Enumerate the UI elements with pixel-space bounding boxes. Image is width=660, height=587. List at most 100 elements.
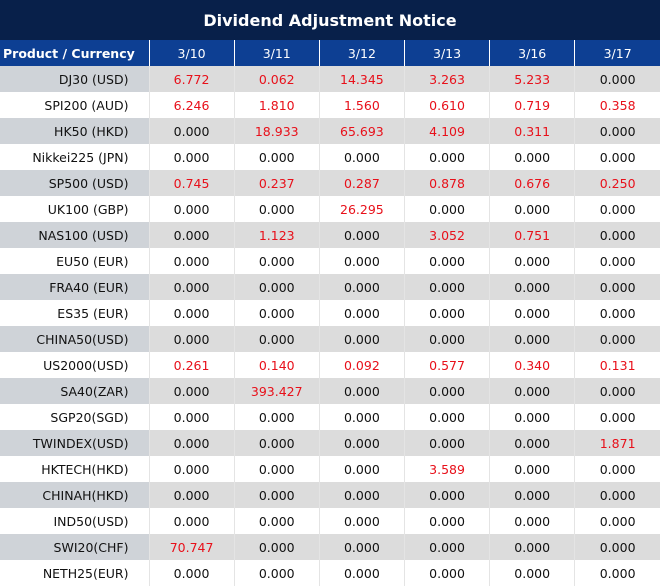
value-cell: 0.000 <box>574 118 660 144</box>
product-cell: NAS100 (USD) <box>0 222 149 248</box>
value-cell: 0.000 <box>148 248 235 274</box>
value-cell: 0.000 <box>233 534 320 560</box>
product-cell: FRA40 (EUR) <box>0 274 149 300</box>
value-cell: 0.062 <box>233 66 320 92</box>
product-cell: SPI200 (AUD) <box>44 97 129 113</box>
value-cell: 4.109 <box>403 118 490 144</box>
value-cell: 0.000 <box>403 430 490 456</box>
value-cell: 0.000 <box>574 222 660 248</box>
product-cell: TWINDEX(USD) <box>0 430 149 456</box>
value-cell: 0.000 <box>318 326 405 352</box>
value-cell: 0.000 <box>489 144 575 170</box>
value-cell: 0.000 <box>574 508 660 534</box>
value-cell: 0.000 <box>574 534 660 560</box>
value-cell: 0.000 <box>403 248 490 274</box>
value-cell: 14.345 <box>318 66 405 92</box>
value-cell: 0.000 <box>403 404 490 430</box>
product-cell: Nikkei225 (JPN) <box>32 149 129 165</box>
value-cell: 0.000 <box>148 404 235 430</box>
column-header-date: 3/16 <box>489 40 575 66</box>
value-cell: 0.000 <box>233 274 320 300</box>
value-cell: 6.772 <box>148 66 235 92</box>
value-cell: 0.237 <box>233 170 320 196</box>
value-cell: 5.233 <box>489 66 575 92</box>
value-cell: 0.000 <box>489 378 575 404</box>
column-header-date: 3/17 <box>574 40 660 66</box>
value-cell: 0.000 <box>403 534 490 560</box>
value-cell: 6.246 <box>148 92 235 118</box>
table-row: SGP20(SGD) 0.000 0.000 0.000 0.000 0.000 0.000 <box>0 404 660 430</box>
value-cell: 0.092 <box>318 352 405 378</box>
table-row: HK50 (HKD) 0.000 18.933 65.693 4.109 0.311 0.0… <box>0 118 660 144</box>
value-cell: 3.052 <box>403 222 490 248</box>
header-row: Product / Currency 3/10 3/11 3/12 3/13 3/16 3/… <box>0 40 660 66</box>
value-cell: 0.000 <box>489 248 575 274</box>
value-cell: 0.000 <box>403 482 490 508</box>
value-cell: 0.287 <box>318 170 405 196</box>
value-cell: 0.000 <box>574 456 660 482</box>
value-cell: 3.589 <box>403 456 490 482</box>
value-cell: 0.000 <box>574 378 660 404</box>
value-cell: 0.000 <box>148 456 235 482</box>
value-cell: 0.577 <box>403 352 490 378</box>
value-cell: 0.140 <box>233 352 320 378</box>
value-cell: 0.000 <box>148 196 235 222</box>
product-cell: IND50(USD) <box>53 513 129 529</box>
table-row: US2000(USD) 0.261 0.140 0.092 0.577 0.340 0.13… <box>0 352 660 378</box>
value-cell: 0.000 <box>318 456 405 482</box>
value-cell: 0.000 <box>148 508 235 534</box>
value-cell: 0.000 <box>403 378 490 404</box>
product-cell: SP500 (USD) <box>0 170 149 196</box>
product-cell: UK100 (GBP) <box>47 201 129 217</box>
value-cell: 0.000 <box>574 66 660 92</box>
value-cell: 0.000 <box>233 196 320 222</box>
value-cell: 0.000 <box>233 404 320 430</box>
value-cell: 1.871 <box>574 430 660 456</box>
value-cell: 0.000 <box>574 248 660 274</box>
value-cell: 0.000 <box>318 274 405 300</box>
value-cell: 0.000 <box>148 222 235 248</box>
value-cell: 0.261 <box>148 352 235 378</box>
value-cell: 18.933 <box>233 118 320 144</box>
value-cell: 0.000 <box>574 144 660 170</box>
value-cell: 0.000 <box>489 456 575 482</box>
value-cell: 0.000 <box>574 196 660 222</box>
value-cell: 0.000 <box>489 508 575 534</box>
value-cell: 0.000 <box>489 326 575 352</box>
table-row: FRA40 (EUR) 0.000 0.000 0.000 0.000 0.000 0.00… <box>0 274 660 300</box>
value-cell: 0.000 <box>489 300 575 326</box>
value-cell: 0.000 <box>403 274 490 300</box>
value-cell: 0.000 <box>403 196 490 222</box>
value-cell: 0.000 <box>318 430 405 456</box>
value-cell: 0.000 <box>233 326 320 352</box>
table-row: UK100 (GBP) 0.000 0.000 26.295 0.000 0.000 0.0… <box>0 196 660 222</box>
value-cell: 0.000 <box>574 560 660 586</box>
value-cell: 393.427 <box>233 378 320 404</box>
table-row: IND50(USD) 0.000 0.000 0.000 0.000 0.000 0.000 <box>0 508 660 534</box>
value-cell: 0.676 <box>489 170 575 196</box>
table-row: SPI200 (AUD) 6.246 1.810 1.560 0.610 0.719 0.3… <box>0 92 660 118</box>
product-cell: DJ30 (USD) <box>0 66 149 92</box>
value-cell: 0.000 <box>233 560 320 586</box>
value-cell: 0.000 <box>403 508 490 534</box>
value-cell: 0.000 <box>148 118 235 144</box>
value-cell: 0.340 <box>489 352 575 378</box>
value-cell: 0.000 <box>148 378 235 404</box>
value-cell: 0.131 <box>574 352 660 378</box>
value-cell: 1.560 <box>318 92 405 118</box>
value-cell: 65.693 <box>318 118 405 144</box>
product-cell: US2000(USD) <box>43 357 129 373</box>
value-cell: 0.610 <box>403 92 490 118</box>
value-cell: 0.000 <box>574 300 660 326</box>
value-cell: 3.263 <box>403 66 490 92</box>
value-cell: 0.000 <box>233 456 320 482</box>
page-title: Dividend Adjustment Notice <box>0 0 660 40</box>
value-cell: 0.358 <box>574 92 660 118</box>
value-cell: 0.000 <box>574 326 660 352</box>
product-cell: HKTECH(HKD) <box>41 461 129 477</box>
value-cell: 0.000 <box>318 378 405 404</box>
value-cell: 0.000 <box>489 274 575 300</box>
value-cell: 0.000 <box>574 404 660 430</box>
value-cell: 0.000 <box>318 300 405 326</box>
value-cell: 0.000 <box>233 144 320 170</box>
